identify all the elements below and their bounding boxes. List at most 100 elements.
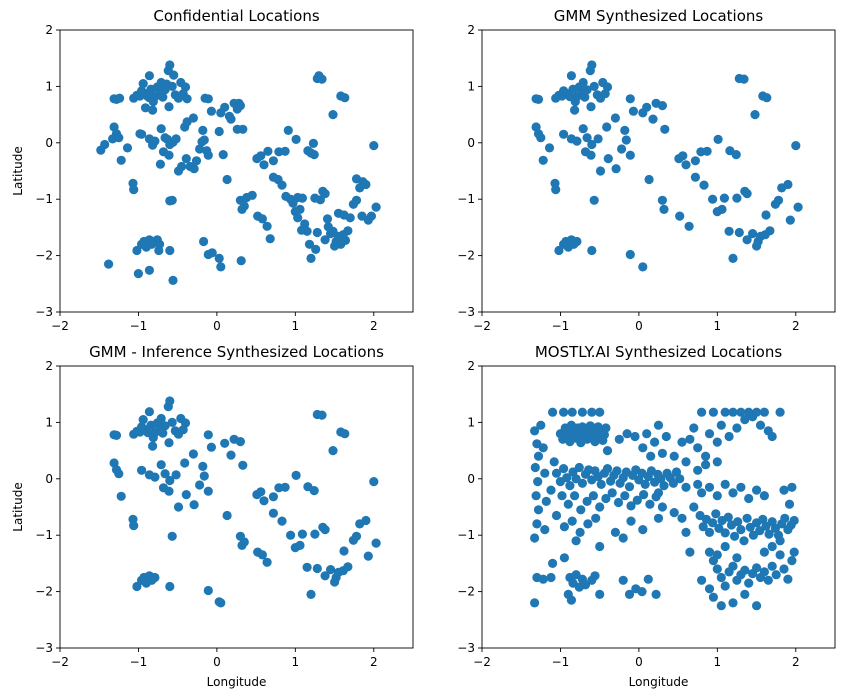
scatter-point [160,469,170,479]
scatter-point [625,249,635,260]
scatter-point [551,510,562,521]
scatter-point [155,159,165,169]
scatter-point [138,415,148,425]
scatter-point [720,541,730,552]
scatter-point [653,420,664,430]
scatter-point [587,245,597,256]
y-tick-label: 0 [45,472,53,486]
scatter-point [306,589,316,600]
scatter-point [739,74,749,84]
scatter-point [582,496,592,506]
scatter-point [351,195,362,205]
scatter-point [133,269,143,279]
scatter-point [748,229,758,239]
scatter-point [312,227,322,238]
scatter-point [661,431,671,442]
scatter-point [785,215,795,225]
y-tick-label: 1 [45,79,53,93]
scatter-point [637,587,647,597]
scatter-point [725,146,735,156]
scatter-point [214,126,224,137]
scatter-point [669,507,679,518]
scatter-point [144,265,154,275]
scatter-point [551,185,561,195]
x-tick-label: −2 [51,655,69,669]
scatter-point [732,553,742,563]
scatter-point [733,517,743,527]
scatter-point [630,431,640,442]
scatter-point [577,478,588,488]
axes-frame [59,365,414,649]
scatter-point [657,448,668,458]
scatter-point [295,540,305,551]
scatter-point [268,492,278,502]
scatter-point [566,71,577,81]
scatter-point [265,234,275,244]
scatter-point [114,133,124,143]
scatter-point [624,589,635,600]
scatter-point [586,150,596,160]
scatter-point [701,451,711,461]
scatter-point [716,572,726,583]
scatter-point [653,513,664,523]
scatter-point [320,571,330,581]
scatter-points [531,60,803,272]
scatter-point [767,541,777,552]
scatter-point [559,407,569,417]
scatter-point [648,114,658,124]
scatter-point [328,110,338,120]
scatter-point [286,530,296,540]
scatter-point [262,221,272,231]
scatter-point [610,527,621,538]
scatter-point [642,429,652,439]
scatter-point [713,134,723,144]
scatter-point [559,129,569,139]
y-tick-label: 1 [467,415,475,429]
scatter-point [620,125,630,135]
scatter-point [728,488,738,498]
scatter-point [587,139,597,150]
scatter-point [104,259,114,269]
scatter-point [612,466,622,476]
scatter-point [677,437,687,447]
scatter-point [645,499,655,509]
scatter-point [659,481,669,491]
y-tick-label: 0 [467,136,475,150]
scatter-point [789,515,799,526]
scatter-point [339,210,349,220]
y-tick-label: 1 [467,79,475,93]
scatter-point [640,479,650,489]
scatter-point [603,154,613,164]
y-tick-label: −3 [457,305,475,319]
scatter-point [724,431,734,442]
scatter-point [596,479,606,489]
scatter-point [728,561,738,571]
scatter-point [734,227,744,238]
scatter-point [787,482,797,492]
y-tick-label: −2 [35,585,53,599]
scatter-point [156,413,166,424]
scatter-point [582,85,592,95]
scatter-point [320,235,330,245]
x-tick-label: 0 [635,319,643,333]
scatter-point [669,451,679,461]
scatter-point [549,457,559,467]
scatter-point [621,135,631,145]
scatter-point [657,195,668,205]
scatter-point [317,410,327,420]
scatter-point [551,468,562,478]
scatter-point [587,407,597,417]
scatter-point [171,134,181,144]
scatter-point [165,396,175,406]
scatter-point [343,562,353,572]
scatter-point [158,92,168,102]
scatter-point [595,541,605,552]
x-tick-label: 1 [292,319,300,333]
scatter-point [622,429,632,439]
scatter-point [165,60,175,70]
scatter-point [617,144,627,154]
scatter-point [303,482,313,492]
scatter-point [613,497,624,508]
scatter-point [238,460,248,470]
